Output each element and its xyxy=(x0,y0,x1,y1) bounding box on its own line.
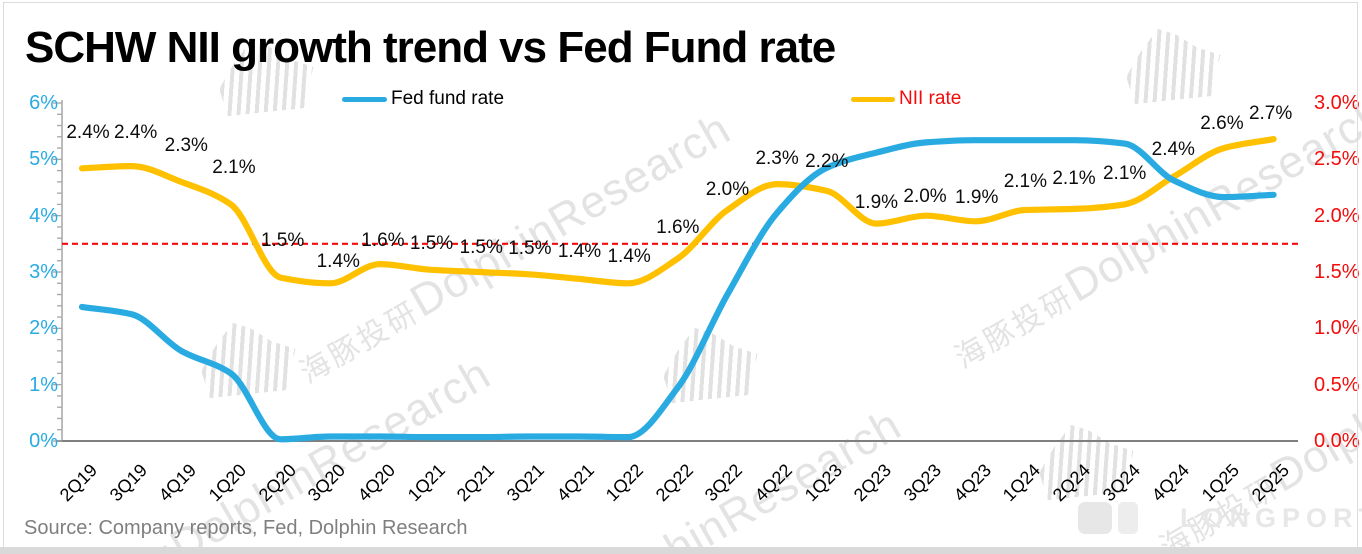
nii-data-label: 2.4% xyxy=(113,122,158,144)
y-axis-label-right: 2.5% xyxy=(1314,148,1360,171)
legend-label-nii-rate: NII rate xyxy=(899,88,962,109)
longport-logo: LONGPORT xyxy=(1078,502,1362,534)
bottom-bar xyxy=(0,547,1362,554)
fed-line-legend-marker xyxy=(342,96,387,102)
nii-data-label: 2.1% xyxy=(1052,167,1096,189)
legend-item-nii-rate: NII rate xyxy=(851,88,961,110)
nii-rate-line xyxy=(78,136,1277,287)
nii-data-label: 1.5% xyxy=(409,232,454,254)
y-axis-label-left: 5% xyxy=(29,148,58,171)
nii-data-label: 1.5% xyxy=(459,237,503,258)
longport-icon xyxy=(1078,502,1140,534)
y-axis-label-left: 1% xyxy=(29,373,58,396)
nii-data-label: 2.3% xyxy=(164,134,208,156)
nii-data-label: 2.2% xyxy=(805,150,849,172)
nii-data-label: 1.4% xyxy=(557,240,602,262)
y-axis-label-right: 0.5% xyxy=(1314,373,1360,396)
nii-data-label: 2.1% xyxy=(212,157,256,179)
y-axis-label-right: 2.0% xyxy=(1314,204,1360,227)
nii-data-label: 2.6% xyxy=(1200,113,1244,135)
nii-data-label: 2.4% xyxy=(66,122,110,144)
y-axis-label-left: 0% xyxy=(29,430,58,452)
y-axis-label-left: 3% xyxy=(29,261,58,283)
y-axis-label-right: 1.0% xyxy=(1314,317,1360,340)
nii-data-label: 2.1% xyxy=(1102,163,1147,185)
nii-line-legend-marker xyxy=(851,96,895,102)
source-note: Source: Company reports, Fed, Dolphin Re… xyxy=(24,517,468,539)
y-axis-label-left: 4% xyxy=(29,204,58,227)
nii-data-label: 2.1% xyxy=(1003,171,1047,193)
nii-data-label: 1.9% xyxy=(854,191,899,213)
y-axis-label-left: 6% xyxy=(29,92,58,114)
nii-data-label: 2.0% xyxy=(903,185,947,207)
y-axis-label-right: 3.0% xyxy=(1314,92,1360,114)
nii-data-label: 1.5% xyxy=(508,238,552,260)
longport-wordmark: LONGPORT xyxy=(1180,502,1362,533)
nii-data-label: 1.9% xyxy=(955,187,999,209)
nii-data-label: 1.6% xyxy=(361,230,405,252)
nii-data-label: 1.4% xyxy=(607,246,651,268)
nii-data-label: 2.0% xyxy=(705,179,750,201)
y-axis-label-right: 1.5% xyxy=(1314,261,1360,283)
nii-data-label: 1.4% xyxy=(316,251,360,273)
nii-data-label: 2.7% xyxy=(1248,103,1293,125)
legend-label-fed-fund-rate: Fed fund rate xyxy=(391,88,505,109)
y-axis-label-right: 0.0% xyxy=(1314,430,1360,452)
chart-title: SCHW NII growth trend vs Fed Fund rate xyxy=(25,23,836,72)
nii-data-label: 1.5% xyxy=(260,229,305,251)
y-axis-label-left: 2% xyxy=(29,317,58,340)
nii-data-label: 1.6% xyxy=(656,217,700,239)
fed-fund-rate-line xyxy=(78,137,1277,443)
legend-item-fed-fund-rate: Fed fund rate xyxy=(342,88,504,110)
nii-data-label: 2.3% xyxy=(755,148,799,170)
nii-data-label: 2.4% xyxy=(1151,139,1195,161)
